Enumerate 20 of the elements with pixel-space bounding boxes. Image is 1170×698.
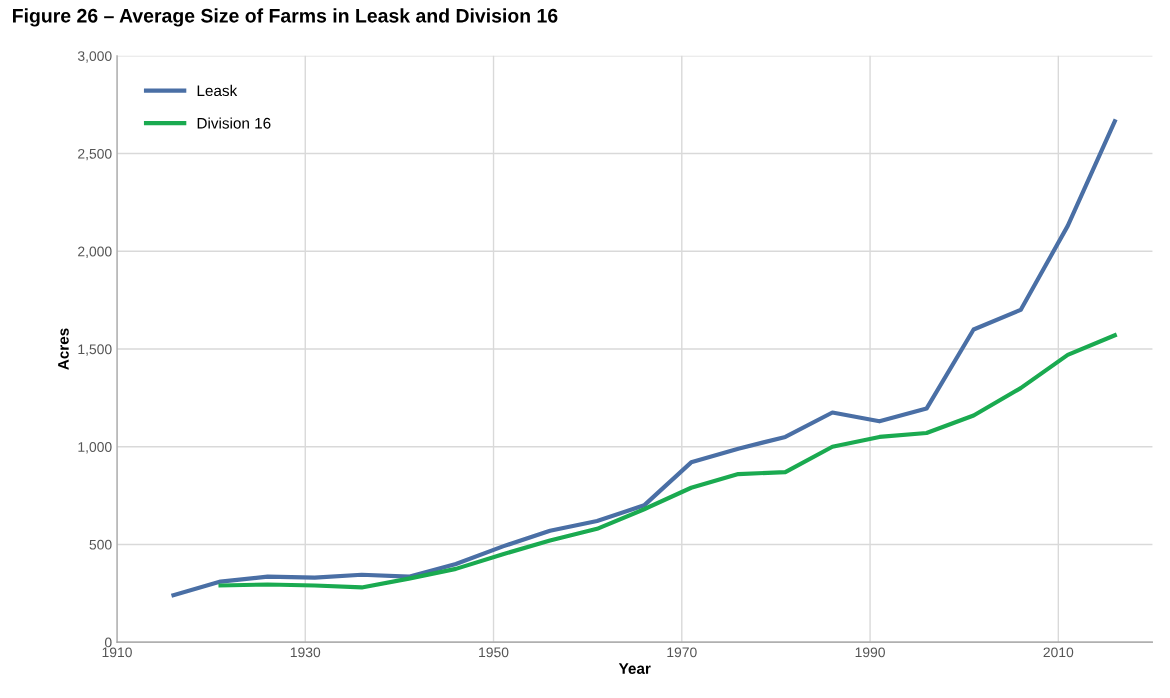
y-tick-label: 2,000 [78, 246, 112, 259]
y-tick-label: 2,500 [78, 148, 112, 161]
x-tick-label: 1970 [667, 647, 697, 658]
legend-label: Leask [197, 84, 238, 97]
x-tick-label: 1930 [290, 647, 321, 658]
chart-title: Figure 26 – Average Size of Farms in Leask and Division 16 [13, 8, 558, 27]
x-tick-label: 1910 [102, 647, 132, 658]
line-series [218, 333, 1117, 590]
y-axis-title: Acres [58, 328, 69, 370]
y-tick-label: 0 [104, 637, 112, 648]
legend-label: Division 16 [197, 117, 271, 129]
y-tick-label: 1,000 [78, 442, 112, 454]
x-tick-label: 1950 [479, 647, 509, 658]
x-tick-label: 1990 [855, 647, 885, 658]
y-tick-label: 500 [89, 539, 112, 550]
y-tick-label: 1,500 [78, 344, 112, 356]
line-series [171, 119, 1117, 598]
x-tick-label: 2010 [1043, 647, 1074, 658]
x-axis-title: Year [618, 663, 651, 674]
y-tick-label: 3,000 [77, 51, 112, 63]
